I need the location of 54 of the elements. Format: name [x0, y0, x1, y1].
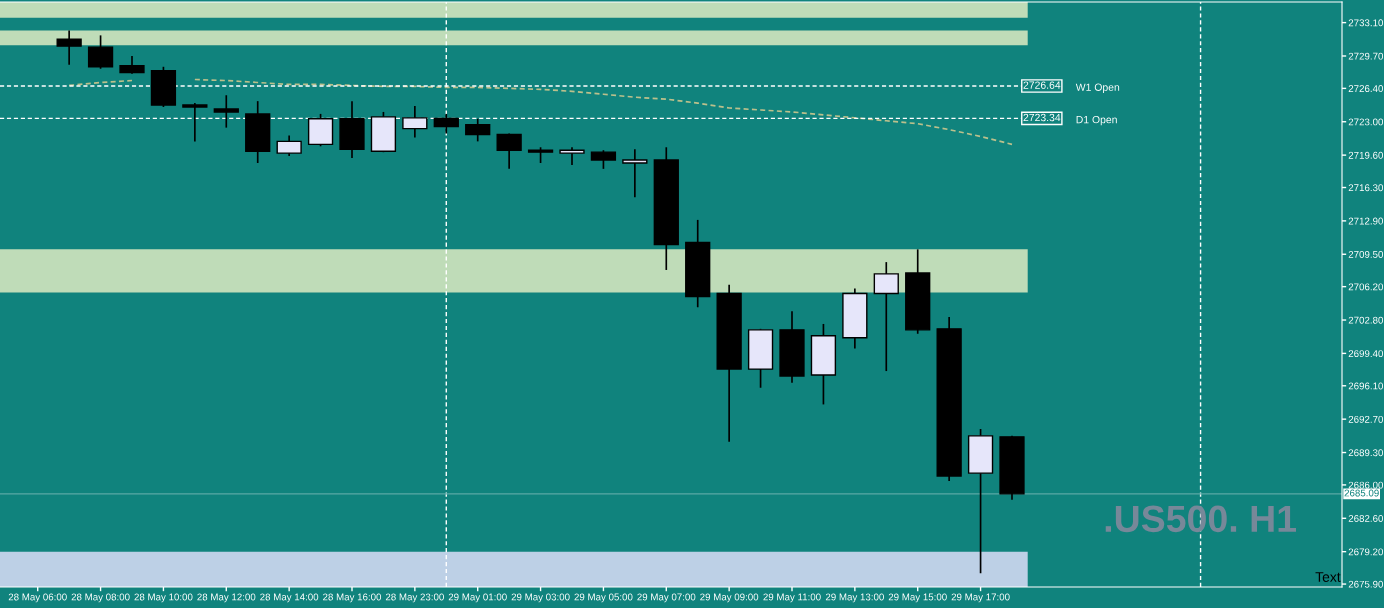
candlestick [590, 149, 617, 170]
candlestick [56, 29, 82, 66]
candlestick [276, 134, 302, 157]
x-tick-label: 28 May 16:00 [323, 593, 382, 603]
candlestick [873, 261, 899, 372]
y-tick-label: 2692.70 [1348, 415, 1384, 423]
x-tick-label: 29 May 11:00 [763, 593, 821, 603]
y-tick-label: 2716.30 [1348, 184, 1384, 192]
y-tick-label: 2723.00 [1348, 118, 1384, 126]
x-tick-label: 29 May 05:00 [574, 593, 633, 603]
annotation: W1 Open [1075, 83, 1120, 93]
text: .US500. H1 [1105, 505, 1297, 533]
y-tick-label: 2699.40 [1348, 350, 1384, 358]
x-tick-label: 29 May 17:00 [951, 593, 1010, 603]
candlestick [465, 117, 491, 143]
ref-line-label: 2685.09 [1344, 489, 1379, 497]
ref-line-label: 2723.34 [1023, 113, 1061, 122]
x-tick-label: 28 May 12:00 [197, 593, 256, 603]
candlestick [402, 105, 428, 139]
y-tick-label: 2682.60 [1348, 515, 1384, 522]
candlestick [559, 146, 585, 166]
y-tick-label: 2733.10 [1348, 19, 1384, 27]
y-tick-label: 2729.70 [1348, 52, 1384, 60]
candlestick [87, 34, 114, 70]
y-tick-label: 2709.50 [1348, 250, 1384, 258]
x-tick-label: 29 May 01:00 [448, 593, 507, 603]
candlestick [622, 148, 648, 199]
x-tick-label: 29 May 07:00 [637, 593, 696, 603]
annotation: Text [1315, 572, 1341, 582]
x-tick-label: 29 May 15:00 [888, 593, 947, 603]
x-tick-label: 29 May 09:00 [700, 593, 759, 603]
x-tick-label: 28 May 14:00 [260, 593, 319, 603]
candlestick [433, 113, 459, 135]
y-tick-label: 2702.80 [1348, 316, 1384, 324]
y-tick-label: 2712.90 [1348, 217, 1384, 225]
y-tick-label: 2686.00 [1348, 481, 1384, 489]
y-tick-label: 2696.10 [1348, 382, 1384, 390]
annotation: D1 Open [1076, 115, 1117, 126]
x-tick-label: 29 May 03:00 [511, 593, 570, 603]
ref-line-label: 2726.64 [1023, 81, 1061, 89]
candlestick [496, 132, 522, 170]
y-tick-label: 2689.30 [1348, 449, 1384, 457]
y-tick-label: 2726.40 [1348, 85, 1384, 92]
candlestick [182, 102, 208, 143]
y-tick-label: 2706.20 [1348, 283, 1384, 291]
x-tick-label: 28 May 06:00 [8, 593, 67, 603]
y-tick-label: 2719.60 [1348, 151, 1384, 159]
y-tick-label: 2675.90 [1348, 580, 1384, 588]
candlestick [213, 94, 239, 129]
x-tick-label: 28 May 23:00 [385, 593, 444, 603]
x-tick-label: 28 May 08:00 [71, 593, 130, 603]
x-tick-label: 28 May 10:00 [134, 593, 193, 603]
y-tick-label: 2679.20 [1348, 548, 1384, 556]
x-tick-label: 29 May 13:00 [825, 593, 884, 603]
